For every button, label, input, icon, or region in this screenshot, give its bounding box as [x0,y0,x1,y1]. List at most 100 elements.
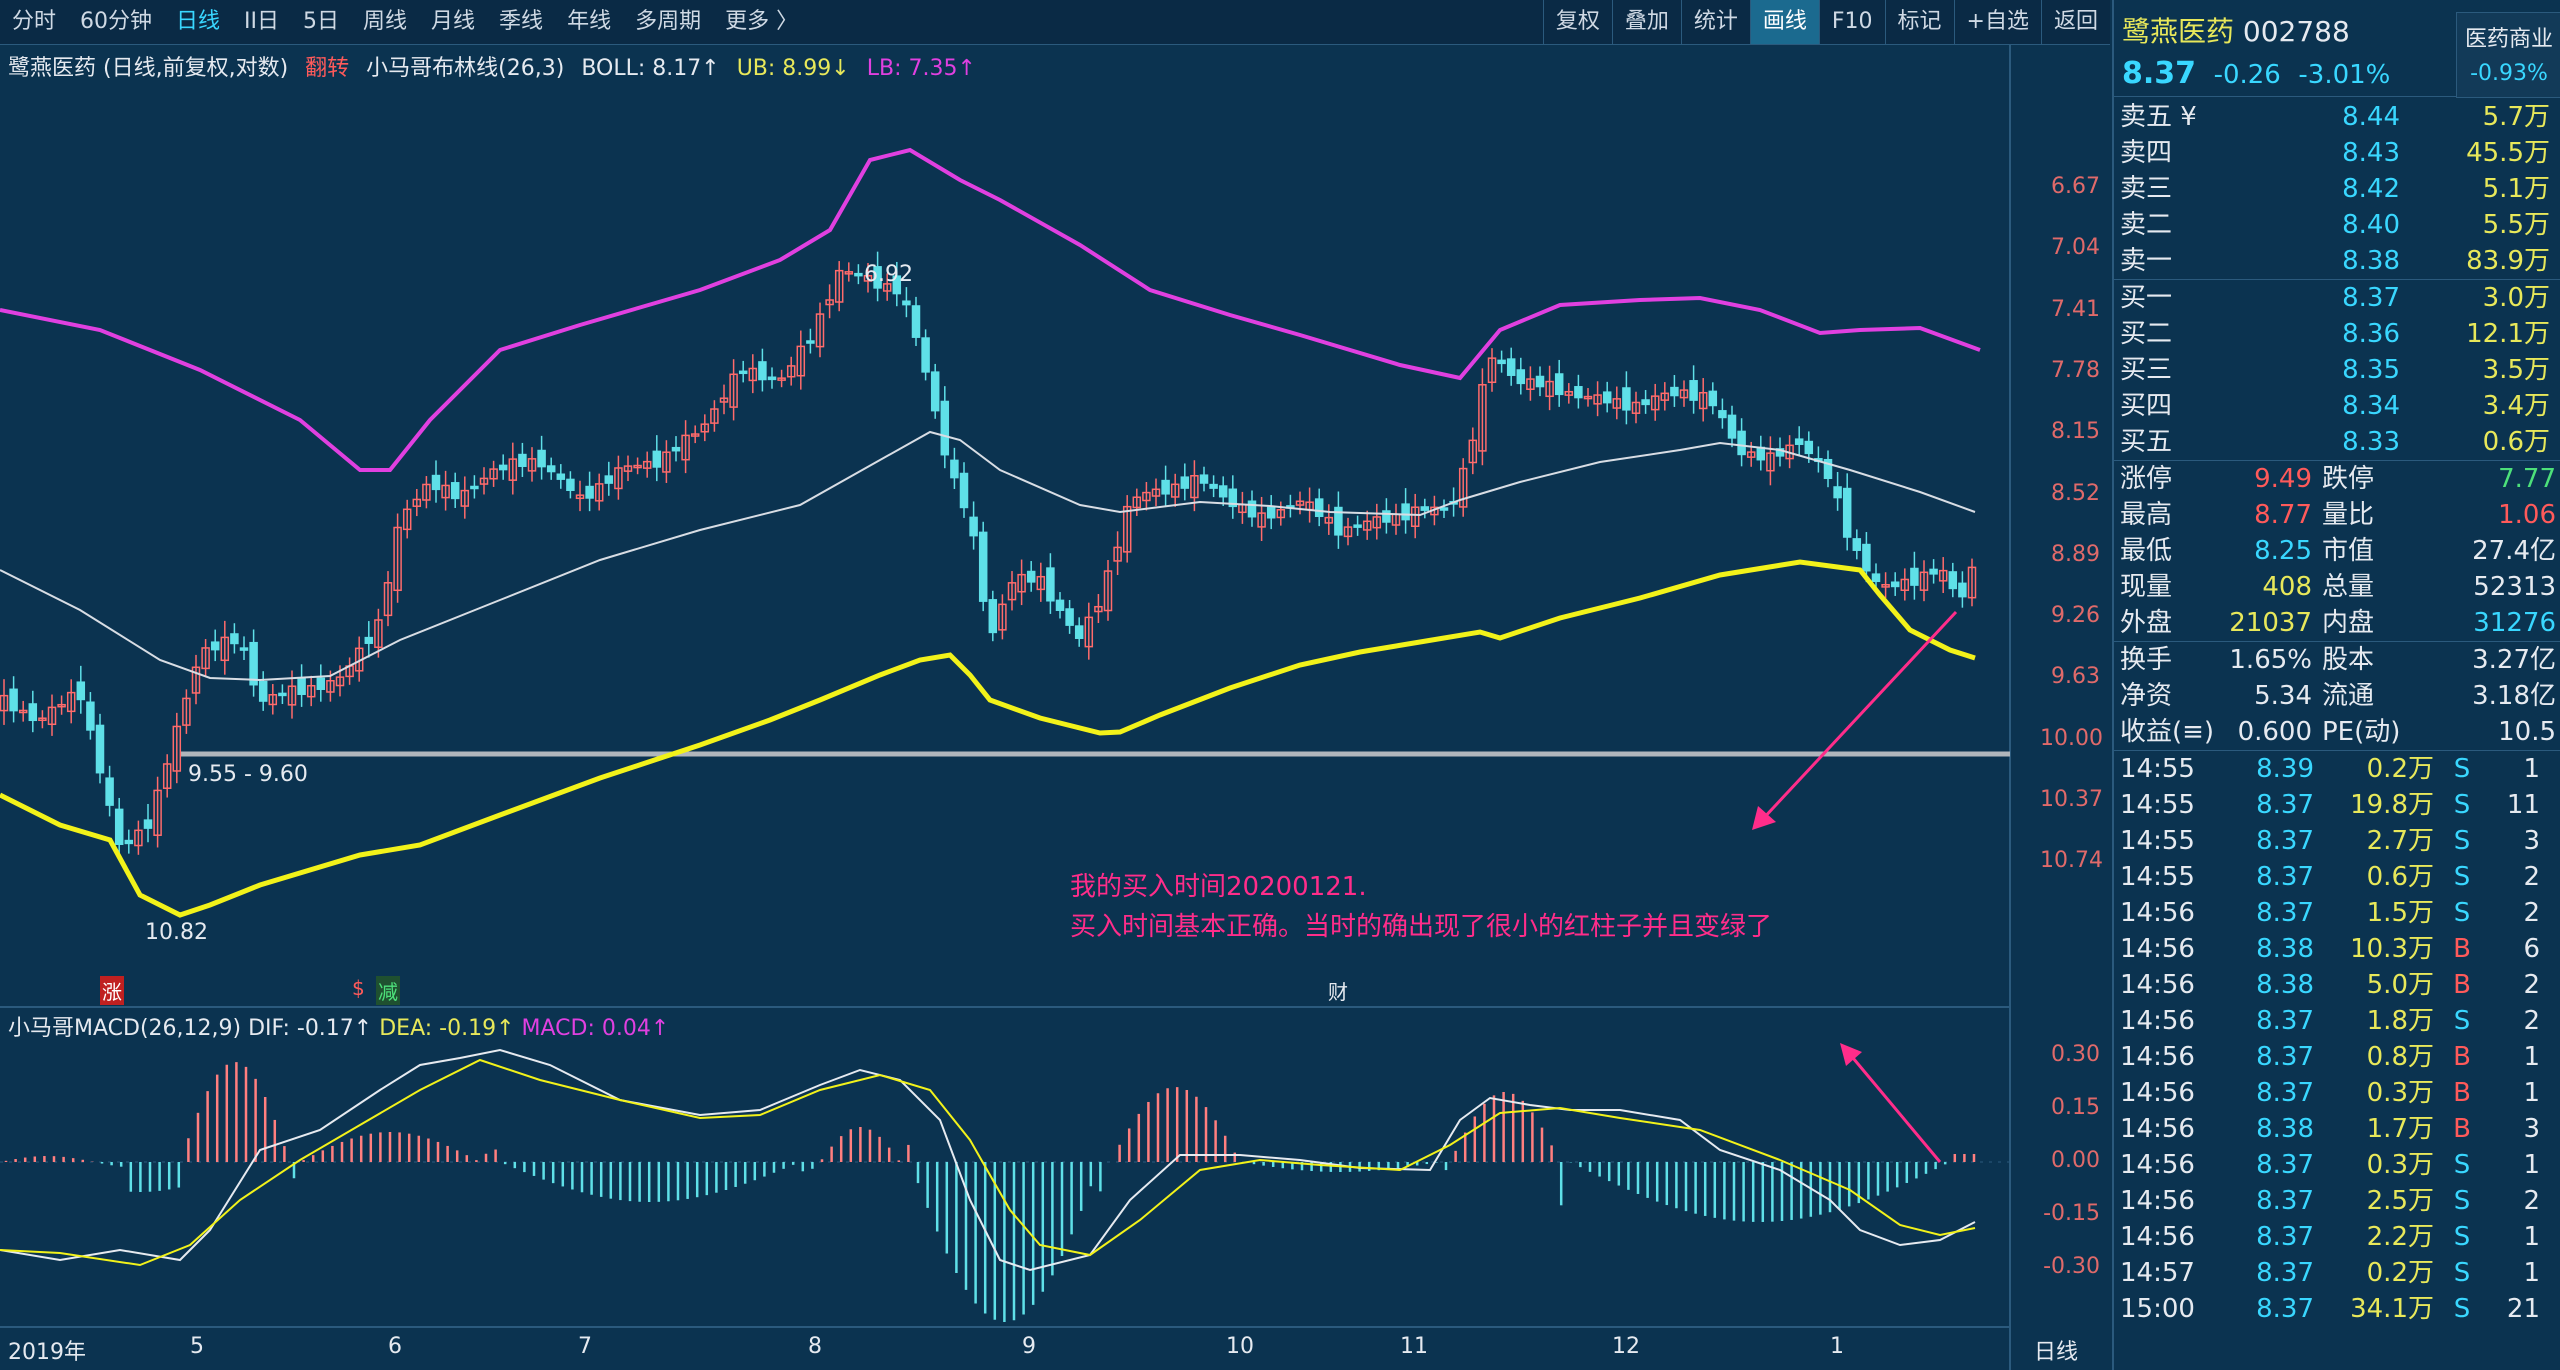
stat-value: 0.600 [2237,717,2312,747]
tab-8[interactable]: 年线 [567,9,612,34]
macd-name[interactable]: 小马哥MACD(26,12,9) [8,1016,242,1041]
tick-price: 8.37 [2256,1258,2314,1288]
tick-row[interactable]: 14:55 8.37 2.7万 S 3 [2114,823,2560,859]
indicator-name[interactable]: 小马哥布林线(26,3) [366,56,565,81]
tick-row[interactable]: 14:57 8.37 0.2万 S 1 [2114,1255,2560,1291]
tool-button-4[interactable]: F10 [1818,0,1885,44]
candle-body [0,694,9,712]
tab-9[interactable]: 多周期 [635,9,702,34]
tick-volume: 2.5万 [2366,1186,2434,1216]
sector-box[interactable]: 医药商业 -0.93% [2456,12,2560,98]
candle-body [210,641,220,651]
buys-volume: 3.4万 [2482,391,2550,421]
candle-body [1631,401,1641,414]
candle-body [892,275,902,295]
price-tick: 7.78 [2051,357,2100,383]
tick-list[interactable]: 14:55 8.39 0.2万 S 1 14:55 8.37 19.8万 S 11 14:55 8.3… [2114,751,2560,1327]
sells-row[interactable]: 卖二 8.40 5.5万 [2114,207,2560,243]
event-s[interactable]: $ [352,976,365,1000]
tick-time: 14:56 [2120,970,2195,1000]
candle-body [105,777,114,806]
candle-body [383,582,393,617]
tick-row[interactable]: 14:55 8.39 0.2万 S 1 [2114,751,2560,787]
event-jian[interactable]: 减 [376,976,400,1005]
price-tick: 10.37 [2040,787,2103,812]
buys-volume: 12.1万 [2466,319,2550,349]
candle-body [863,275,873,282]
tick-row[interactable]: 15:00 8.37 34.1万 S 21 [2114,1291,2560,1327]
tool-button-6[interactable]: +自选 [1953,0,2041,44]
tick-row[interactable]: 14:56 8.37 1.8万 S 2 [2114,1003,2560,1039]
buys-label: 买四 [2120,391,2173,421]
tick-row[interactable]: 14:55 8.37 19.8万 S 11 [2114,787,2560,823]
tick-row[interactable]: 14:56 8.37 0.3万 B 1 [2114,1075,2560,1111]
tab-5[interactable]: 周线 [363,9,408,34]
buys-row[interactable]: 买四 8.34 3.4万 [2114,388,2560,424]
ub-value: UB: 8.99↓ [736,56,850,81]
sells-price: 8.43 [2342,138,2400,168]
candle-body [594,483,604,502]
candle-body [566,478,575,491]
tool-button-3[interactable]: 画线 [1749,0,1819,44]
tick-price: 8.37 [2256,1042,2314,1072]
event-cai[interactable]: 财 [1328,980,1348,1004]
buys-row[interactable]: 买三 8.35 3.5万 [2114,352,2560,388]
tool-button-2[interactable]: 统计 [1680,0,1750,44]
stat-label: 最高 [2120,500,2173,530]
macd-tick: -0.15 [2043,1201,2100,1226]
tick-volume: 19.8万 [2350,790,2434,820]
candle-body [1094,605,1103,613]
tick-direction: B [2453,970,2471,1000]
tool-button-1[interactable]: 叠加 [1611,0,1681,44]
tick-direction: S [2453,898,2471,928]
tab-7[interactable]: 季线 [499,9,544,34]
candle-body [825,299,834,306]
sells-row[interactable]: 卖一 8.38 83.9万 [2114,243,2560,279]
tick-row[interactable]: 14:56 8.37 2.2万 S 1 [2114,1219,2560,1255]
tab-0[interactable]: 分时 [12,9,57,34]
tab-6[interactable]: 月线 [431,9,476,34]
tick-row[interactable]: 14:55 8.37 0.6万 S 2 [2114,859,2560,895]
chart-title: 鹭燕医药 (日线,前复权,对数) [8,56,289,81]
reversal-flag[interactable]: 翻转 [305,56,350,81]
tab-3[interactable]: II日 [244,9,280,34]
candle-body [518,453,527,467]
tick-direction: B [2453,1042,2471,1072]
tick-time: 14:56 [2120,898,2195,928]
tool-button-7[interactable]: 返回 [2040,0,2110,44]
tool-button-0[interactable]: 复权 [1542,0,1612,44]
tab-2[interactable]: 日线 [176,9,221,34]
buys-price: 8.34 [2342,391,2400,421]
candle-body [1823,458,1833,480]
tick-price: 8.38 [2256,970,2314,1000]
candle-body [1026,570,1036,583]
sells-row[interactable]: 卖五 ¥ 8.44 5.7万 [2114,99,2560,135]
tab-1[interactable]: 60分钟 [80,9,153,34]
tool-button-5[interactable]: 标记 [1884,0,1954,44]
event-zhang[interactable]: 涨 [100,976,124,1005]
candle-body [1276,509,1286,519]
sells-row[interactable]: 卖四 8.43 45.5万 [2114,135,2560,171]
candle-body [1420,506,1430,511]
candle-body [902,300,911,306]
tick-row[interactable]: 14:56 8.38 1.7万 B 3 [2114,1111,2560,1147]
tick-row[interactable]: 14:56 8.37 1.5万 S 2 [2114,895,2560,931]
tab-4[interactable]: 5日 [303,9,340,34]
stat-row: 外盘 21037 内盘 31276 [2114,605,2560,642]
tick-row[interactable]: 14:56 8.37 2.5万 S 2 [2114,1183,2560,1219]
sells-row[interactable]: 卖三 8.42 5.1万 [2114,171,2560,207]
candle-body [527,458,537,472]
tick-price: 8.37 [2256,1222,2314,1252]
buys-row[interactable]: 买一 8.37 3.0万 [2114,280,2560,316]
tick-row[interactable]: 14:56 8.37 0.8万 B 1 [2114,1039,2560,1075]
kline-chart[interactable] [0,44,2110,1370]
tick-row[interactable]: 14:56 8.38 5.0万 B 2 [2114,967,2560,1003]
tick-row[interactable]: 14:56 8.38 10.3万 B 6 [2114,931,2560,967]
candle-body [1478,384,1487,452]
macd-info-bar: 小马哥MACD(26,12,9) DIF: -0.17↑ DEA: -0.19↑… [8,1010,669,1042]
buys-row[interactable]: 买五 8.33 0.6万 [2114,424,2560,460]
buys-row[interactable]: 买二 8.36 12.1万 [2114,316,2560,352]
tab-10[interactable]: 更多 〉 [725,9,799,34]
tick-row[interactable]: 14:56 8.37 0.3万 S 1 [2114,1147,2560,1183]
candle-body [1497,359,1506,365]
